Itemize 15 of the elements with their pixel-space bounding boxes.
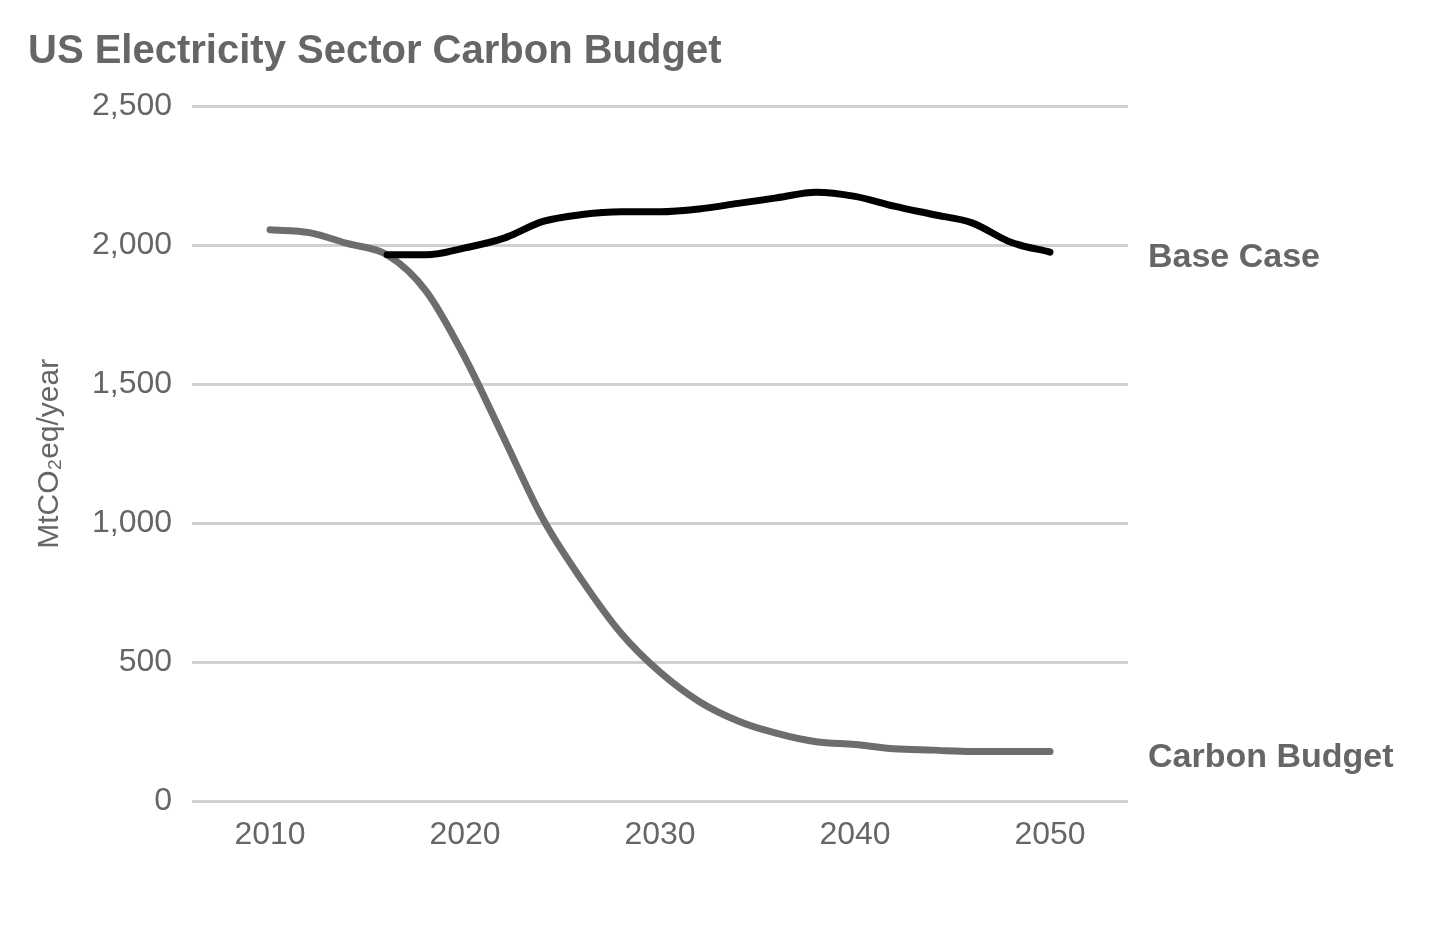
text: Carbon Budget [1148, 735, 1394, 774]
x-tick-label: 2010 [234, 814, 306, 851]
y-axis-title: MtCO₂eq/year [31, 358, 65, 549]
y-tick-label: 2,000 [92, 224, 173, 261]
x-tick-label: 2040 [819, 814, 891, 851]
y-tick-label: 1,500 [92, 364, 173, 401]
chart-title: US Electricity Sector Carbon Budget [28, 27, 722, 72]
y-tick-label: 2,500 [92, 85, 173, 122]
x-tick-label: 2030 [624, 814, 696, 851]
y-tick-label: 1,000 [92, 503, 173, 540]
y-tick-label: 500 [118, 642, 173, 679]
x-tick-label: 2020 [429, 814, 501, 851]
x-tick-label: 2050 [1014, 814, 1086, 851]
text: Base Case [1148, 236, 1321, 275]
y-tick-label: 0 [154, 781, 173, 818]
